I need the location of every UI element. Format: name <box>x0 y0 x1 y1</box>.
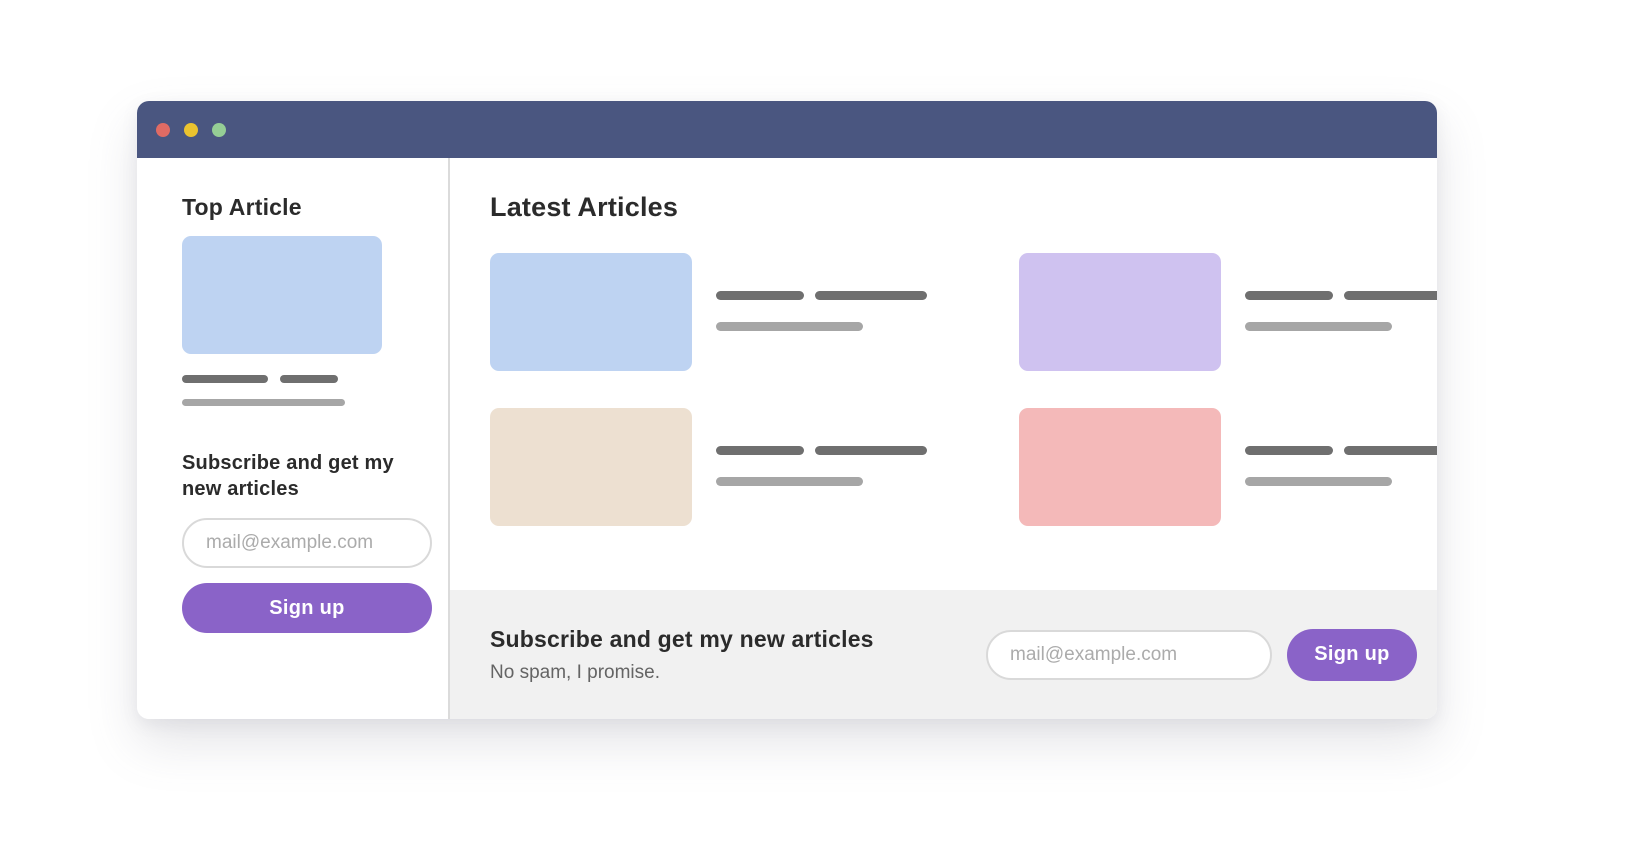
article-card[interactable] <box>1019 408 1437 526</box>
footer-email-input[interactable] <box>986 629 1272 680</box>
newsletter-subtext: No spam, I promise. <box>490 661 660 683</box>
text-placeholder-bar <box>1245 477 1392 486</box>
text-placeholder-bar <box>1245 322 1392 331</box>
title-placeholder-bar <box>716 446 804 455</box>
articles-grid <box>490 253 1437 526</box>
article-thumbnail[interactable] <box>1019 253 1221 371</box>
latest-articles-section: Latest Articles <box>450 158 1437 590</box>
article-card[interactable] <box>1019 253 1437 371</box>
article-card[interactable] <box>490 408 927 526</box>
browser-window: Top Article Subscribe and get my new art… <box>137 101 1437 719</box>
newsletter-heading: Subscribe and get my new articles <box>490 625 874 652</box>
top-article-thumbnail[interactable] <box>182 236 382 354</box>
sidebar-subscribe-heading: Subscribe and get my new articles <box>182 452 394 500</box>
title-placeholder-bar <box>1245 291 1333 300</box>
title-placeholder-bar <box>1344 446 1437 455</box>
sidebar-email-input[interactable] <box>182 518 432 568</box>
article-card[interactable] <box>490 253 927 371</box>
footer-signup-button[interactable]: Sign up <box>1287 628 1417 681</box>
sidebar-signup-button[interactable]: Sign up <box>182 583 432 633</box>
latest-articles-heading: Latest Articles <box>490 192 679 222</box>
top-article-title-placeholder <box>182 375 432 383</box>
article-text-placeholder <box>1245 408 1437 526</box>
sidebar: Top Article Subscribe and get my new art… <box>137 158 450 719</box>
text-placeholder-bar <box>182 399 345 406</box>
title-placeholder-bar <box>182 375 268 383</box>
main-area: Latest Articles <box>450 158 1437 719</box>
article-thumbnail[interactable] <box>490 253 692 371</box>
top-article-heading: Top Article <box>182 194 302 220</box>
close-button[interactable] <box>156 122 170 137</box>
window-content: Top Article Subscribe and get my new art… <box>137 158 1437 719</box>
title-placeholder-bar <box>716 291 804 300</box>
title-placeholder-bar <box>815 446 927 455</box>
newsletter-text: Subscribe and get my new articles No spa… <box>490 626 874 684</box>
title-placeholder-bar <box>1344 291 1437 300</box>
window-titlebar <box>137 101 1437 158</box>
newsletter-form: Sign up <box>986 628 1417 681</box>
article-text-placeholder <box>1245 253 1437 371</box>
article-thumbnail[interactable] <box>1019 408 1221 526</box>
title-placeholder-bar <box>1245 446 1333 455</box>
newsletter-footer: Subscribe and get my new articles No spa… <box>450 590 1437 719</box>
title-placeholder-bar <box>280 375 338 383</box>
text-placeholder-bar <box>716 477 863 486</box>
text-placeholder-bar <box>716 322 863 331</box>
title-placeholder-bar <box>815 291 927 300</box>
article-text-placeholder <box>716 253 927 371</box>
article-text-placeholder <box>716 408 927 526</box>
article-thumbnail[interactable] <box>490 408 692 526</box>
minimize-button[interactable] <box>184 122 198 137</box>
zoom-button[interactable] <box>212 122 226 137</box>
